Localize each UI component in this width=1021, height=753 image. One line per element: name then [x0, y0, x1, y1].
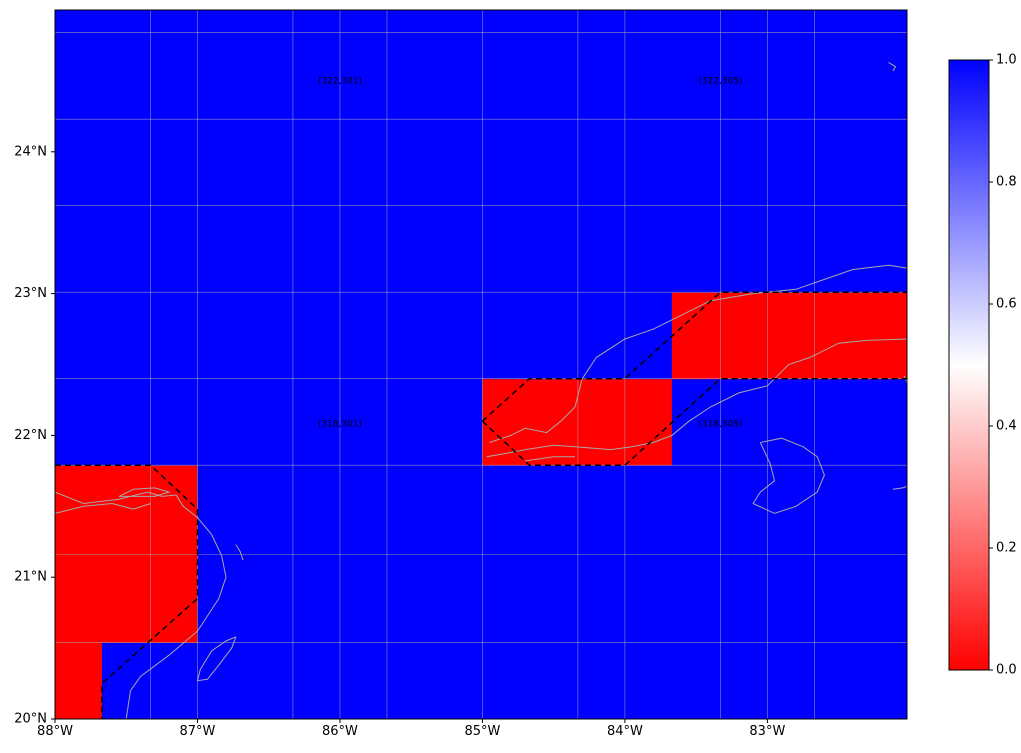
colorbar-tick-label: 0.0 — [996, 663, 1017, 678]
raster-cell — [102, 10, 198, 293]
coastline — [55, 502, 151, 514]
gridlines — [55, 10, 907, 719]
coastline — [196, 636, 237, 682]
colorbar-tick-label: 0.4 — [996, 419, 1017, 434]
colorbar-tick-label: 1.0 — [996, 53, 1017, 68]
raster-cell — [102, 642, 198, 719]
coastline — [118, 487, 171, 497]
raster-cell — [55, 378, 103, 466]
x-tick-label: 85°W — [464, 724, 500, 739]
colorbar-gradient — [948, 59, 990, 671]
y-tick-label: 21°N — [14, 570, 47, 585]
cell-label: (322,305) — [698, 76, 742, 86]
x-tick-label: 88°W — [37, 724, 73, 739]
raster-cell — [482, 465, 673, 643]
coastline — [892, 485, 907, 490]
y-tick-label: 20°N — [14, 712, 47, 727]
raster-cell — [671, 465, 907, 643]
tile-outline — [481, 291, 907, 422]
raster-cell — [671, 378, 907, 466]
map-panel[interactable]: (322,301) (322,305) (318,301) (318,305) — [54, 9, 908, 720]
map-frame — [54, 9, 908, 720]
cell-annotations: (322,301) (322,305) (318,301) (318,305) — [318, 76, 743, 429]
cell-label: (318,305) — [698, 420, 742, 430]
x-tick-label: 87°W — [180, 724, 216, 739]
colorbar-tick-label: 0.8 — [996, 175, 1017, 190]
coastline — [486, 338, 907, 458]
colorbar-tick-label: 0.2 — [996, 541, 1017, 556]
x-tick-label: 83°W — [749, 724, 785, 739]
colorbar: 0.0 0.2 0.4 0.6 0.8 1.0 — [948, 53, 1017, 678]
raster-cell — [55, 642, 103, 719]
cell-label: (318,301) — [318, 420, 362, 430]
raster-cell — [671, 642, 907, 719]
y-axis-ticks: 20°N 21°N 22°N 23°N 24°N — [14, 144, 55, 727]
raster-cell — [102, 378, 198, 466]
coastline — [55, 491, 227, 719]
raster-cell — [482, 10, 673, 293]
raster-cell — [482, 642, 673, 719]
y-tick-label: 23°N — [14, 286, 47, 301]
colorbar-tick-label: 0.6 — [996, 297, 1017, 312]
coastlines — [55, 62, 907, 719]
dashed-outlines — [55, 291, 907, 719]
raster-cell — [55, 292, 103, 380]
raster-cell — [55, 465, 103, 643]
coastline — [235, 544, 244, 561]
raster-cell — [102, 292, 198, 380]
raster-cells — [55, 10, 907, 719]
x-tick-label: 86°W — [322, 724, 358, 739]
coastline — [489, 264, 907, 443]
tile-outline — [55, 464, 199, 719]
y-tick-label: 24°N — [14, 144, 47, 159]
raster-cell — [671, 292, 907, 380]
tile-outline — [481, 377, 907, 466]
raster-cell — [671, 10, 907, 293]
raster-cell — [102, 465, 198, 643]
raster-cell — [482, 292, 673, 380]
y-tick-label: 22°N — [14, 428, 47, 443]
x-tick-label: 84°W — [607, 724, 643, 739]
coastline — [888, 62, 897, 72]
x-axis-ticks: 88°W 87°W 86°W 85°W 84°W 83°W — [37, 719, 785, 739]
coastline — [752, 437, 825, 514]
colorbar-ticks: 0.0 0.2 0.4 0.6 0.8 1.0 — [989, 53, 1017, 678]
cell-label: (322,301) — [318, 76, 362, 86]
coastline — [525, 456, 575, 462]
raster-cell — [55, 10, 103, 293]
